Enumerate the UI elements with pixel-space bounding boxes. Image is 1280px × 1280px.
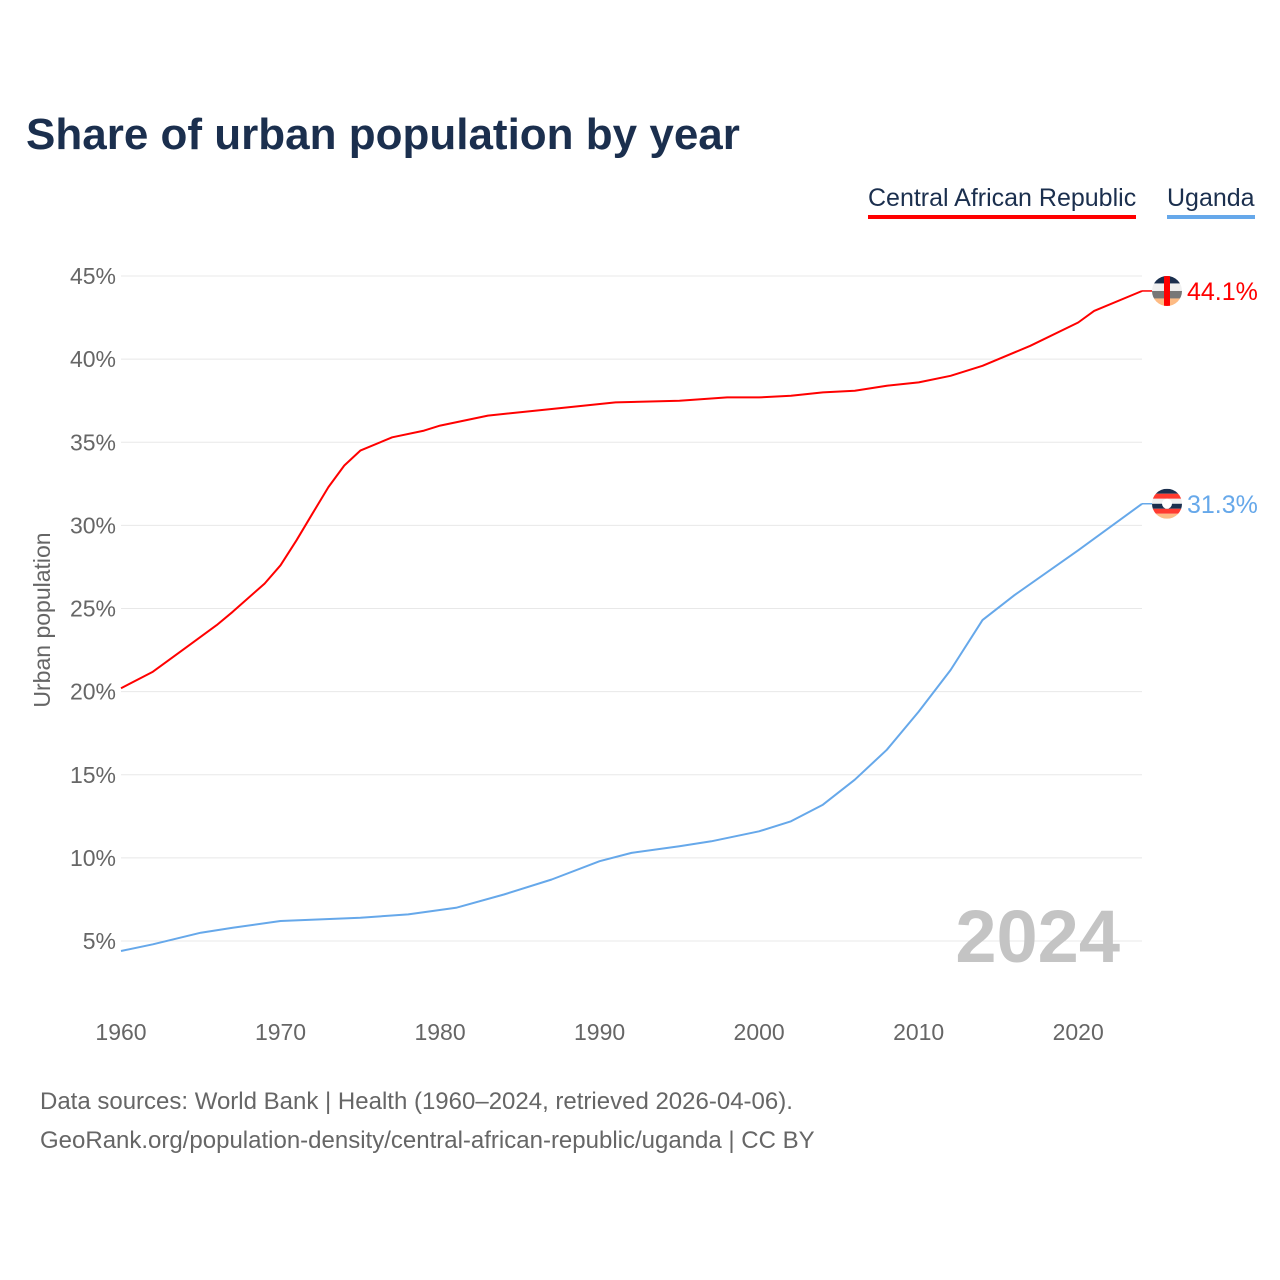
footer-url[interactable]: GeoRank.org/population-density/central-a…	[40, 1127, 815, 1154]
x-tick-label: 1960	[95, 1019, 146, 1045]
flag-stripe	[1152, 493, 1182, 499]
central-african-republic-flag-icon	[1152, 275, 1182, 306]
series-line-central-african-republic	[120, 290, 1143, 690]
y-tick-label: 25%	[70, 596, 116, 622]
y-tick-label: 35%	[70, 429, 116, 455]
x-tick-label: 2000	[734, 1019, 785, 1045]
x-tick-label: 1980	[414, 1019, 465, 1045]
x-tick-label: 1990	[574, 1019, 625, 1045]
footer-source: Data sources: World Bank | Health (1960–…	[40, 1088, 793, 1115]
uganda-flag-icon	[1152, 488, 1182, 519]
y-tick-label: 30%	[70, 512, 116, 538]
year-watermark: 2024	[955, 895, 1120, 978]
y-tick-label: 5%	[83, 928, 116, 954]
flag-stripe	[1152, 513, 1182, 519]
y-axis-label: Urban population	[29, 532, 55, 707]
flag-stripe	[1152, 508, 1182, 514]
end-value-label: 31.3%	[1187, 491, 1258, 519]
x-tick-label: 2020	[1053, 1019, 1104, 1045]
x-tick-label: 1970	[255, 1019, 306, 1045]
x-tick-label: 2010	[893, 1019, 944, 1045]
y-tick-label: 10%	[70, 845, 116, 871]
flag-stripe	[1164, 275, 1170, 306]
y-tick-label: 15%	[70, 762, 116, 788]
end-value-label: 44.1%	[1187, 278, 1258, 306]
chart-title: Share of urban population by year	[26, 110, 740, 159]
y-tick-label: 20%	[70, 679, 116, 705]
y-tick-label: 40%	[70, 346, 116, 372]
legend-item-central-african-republic[interactable]: Central African Republic	[868, 184, 1137, 219]
flag-stripe	[1152, 488, 1182, 494]
legend-item-uganda[interactable]: Uganda	[1167, 184, 1255, 219]
series-line-uganda	[120, 502, 1143, 952]
flag-emblem	[1162, 498, 1172, 509]
y-tick-label: 45%	[70, 263, 116, 289]
